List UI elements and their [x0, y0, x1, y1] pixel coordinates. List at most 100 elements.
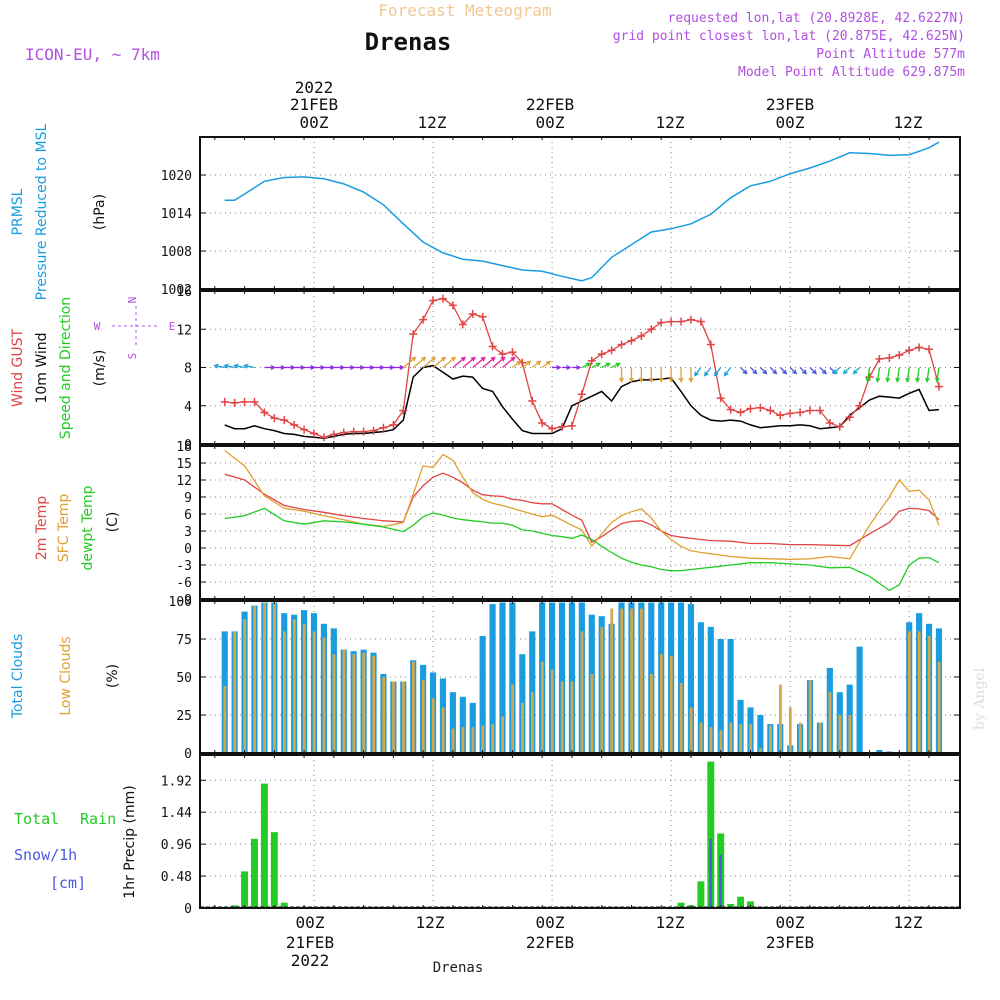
wind-direction-arrowhead [905, 377, 911, 383]
rain-bar [747, 901, 754, 908]
low-cloud-bar [907, 631, 911, 753]
precip-ytick-label-0: 1.92 [161, 774, 192, 789]
wind-direction-arrowhead [615, 362, 621, 368]
low-cloud-bar [372, 655, 376, 753]
top-date-1: 21FEB [290, 95, 338, 114]
wind-direction-arrow [412, 357, 426, 368]
wind-direction-arrowhead [619, 377, 625, 383]
rain-bar [737, 896, 745, 908]
low-cloud-bar [679, 683, 683, 753]
wind-direction-arrowhead [411, 356, 417, 362]
wind-direction-arrowhead [668, 377, 674, 383]
low-cloud-bar [937, 661, 941, 753]
total-cloud-bar [677, 602, 685, 753]
wind-direction-arrow [714, 367, 722, 376]
bottom-date-3: 23FEB [766, 933, 814, 952]
low-cloud-bar [818, 722, 822, 753]
low-cloud-bar [550, 669, 554, 753]
wind-direction-arrowhead [431, 356, 437, 362]
wind-direction-arrowhead [595, 362, 601, 368]
wind-direction-arrow [541, 360, 551, 369]
wind-direction-arrow [482, 357, 496, 368]
wind-direction-arrow [694, 367, 702, 376]
wind-direction-arrow [462, 357, 476, 368]
bottom-hour-3: 00Z [536, 913, 565, 932]
wind-10m-line [224, 364, 940, 440]
low-cloud-bar [362, 652, 366, 753]
wind-direction-arrow [234, 364, 245, 369]
compass-e: E [169, 320, 176, 333]
low-cloud-bar [312, 631, 316, 753]
low-cloud-bar [302, 623, 306, 753]
top-hour-4: 12Z [656, 113, 685, 132]
wind-direction-arrowhead [782, 369, 788, 375]
low-cloud-bar [322, 637, 326, 753]
point-altitude: Point Altitude 577m [816, 47, 965, 62]
total-cloud-bar [856, 646, 863, 753]
snow-bar [709, 838, 712, 908]
temp-ytick-label-6: 0 [184, 542, 192, 557]
low-cloud-bar [253, 605, 257, 753]
bottom-hour-1: 00Z [296, 913, 325, 932]
total-cloud-bar [568, 602, 575, 753]
rain-bar [241, 871, 249, 908]
low-cloud-bar [283, 631, 286, 753]
bottom-hour-2: 12Z [416, 913, 445, 932]
low-cloud-bar [699, 722, 703, 753]
wind-direction-arrowhead [915, 377, 921, 383]
low-cloud-bar [511, 684, 514, 753]
low-cloud-bar [659, 654, 663, 753]
wind-direction-arrow [853, 367, 861, 374]
wind-direction-arrowhead [536, 360, 542, 366]
wind-direction-arrowhead [842, 369, 848, 375]
low-cloud-bar [689, 707, 693, 753]
wind-direction-arrowhead [460, 356, 466, 362]
rain-bar [727, 904, 735, 908]
temp-sfc-line [224, 449, 940, 560]
wind-direction-arrowhead [233, 363, 239, 369]
bottom-date-1: 21FEB [286, 933, 334, 952]
wind-ytick-label-3: 4 [184, 400, 192, 415]
wind-label-2: 10m Wind [34, 332, 50, 403]
grid-lonlat: grid point closest lon,lat (20.875E, 42.… [613, 29, 965, 44]
total-cloud-bar [727, 639, 734, 753]
temp-unit: (C) [105, 512, 121, 533]
compass-w: W [94, 320, 101, 333]
wind-direction-arrowhead [516, 360, 522, 366]
low-cloud-bar [540, 661, 544, 753]
top-hour-1: 00Z [300, 113, 329, 132]
low-cloud-bar [620, 608, 624, 753]
precip-ytick-label-3: 0.48 [161, 870, 192, 885]
bottom-hour-5: 00Z [776, 913, 805, 932]
pressure-label-1: PRMSL [10, 188, 26, 235]
top-date-2: 22FEB [526, 95, 574, 114]
bottom-year: 2022 [291, 951, 330, 970]
low-cloud-bar [392, 681, 395, 753]
pressure-line [224, 141, 940, 282]
low-cloud-bar [828, 692, 832, 753]
rain-bar [707, 761, 715, 908]
wind-direction-arrow [896, 367, 900, 382]
cloud-ytick-label-2: 50 [176, 671, 192, 686]
wind-direction-arrow [591, 362, 601, 369]
wind-direction-arrowhead [865, 377, 871, 383]
pressure-ytick-label-1: 1014 [161, 207, 192, 222]
wind-direction-arrowhead [895, 377, 901, 383]
compass-n: N [126, 297, 139, 304]
wind-direction-arrow [422, 357, 436, 368]
temp-dewpt-line [224, 507, 940, 592]
snow-bar [719, 854, 722, 908]
wind-direction-arrow [402, 357, 416, 368]
wind-direction-arrow [704, 367, 712, 376]
wind-direction-arrow [936, 367, 940, 382]
wind-direction-arrowhead [213, 363, 219, 369]
wind-direction-arrow [843, 367, 851, 374]
wind-direction-arrow [759, 367, 767, 374]
low-cloud-bar [838, 715, 842, 753]
pressure-ytick-label-0: 1020 [161, 169, 192, 184]
wind-direction-arrow [916, 367, 920, 382]
wind-direction-arrowhead [723, 371, 729, 377]
wind-direction-arrow [724, 367, 732, 376]
wind-direction-arrow [432, 357, 446, 368]
low-cloud-bar [332, 654, 336, 753]
